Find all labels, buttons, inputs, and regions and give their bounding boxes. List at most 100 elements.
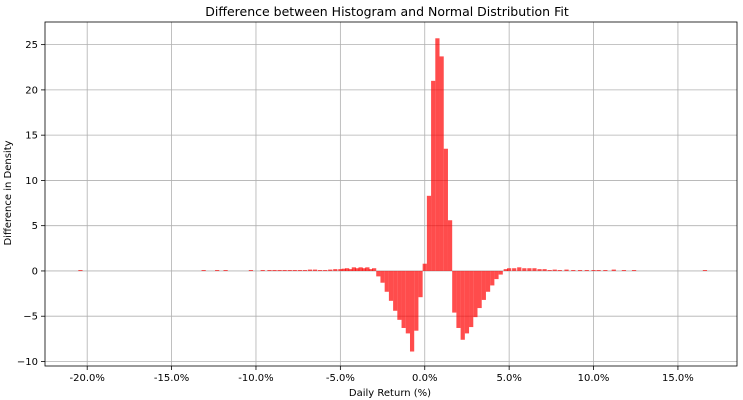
x-tick-label: 15.0% [662,373,694,384]
y-tick-label: 20 [25,85,38,96]
y-tick-label: 10 [25,176,38,187]
histogram-bar [282,270,287,271]
x-tick-label: 10.0% [578,373,610,384]
y-tick-label: 25 [25,40,38,51]
histogram-bar [422,263,427,271]
histogram-bar [621,270,627,271]
histogram-bar [603,270,608,271]
histogram-bar [358,267,363,271]
histogram-bar [537,269,542,271]
histogram-bar [564,269,569,271]
histogram-bar [584,270,589,271]
histogram-bar [388,270,394,301]
histogram-bar [312,269,318,271]
histogram-bar [490,270,495,286]
histogram-bar [477,270,482,309]
histogram-bar [431,80,436,271]
grid [45,22,737,366]
histogram-bar [397,270,402,320]
y-tick-label: 0 [32,266,38,277]
histogram-bar [302,270,308,271]
plot-frame [44,21,738,367]
histogram-bar [460,270,465,340]
histogram-bar [426,195,432,271]
histogram-bar [485,270,491,292]
histogram-bar [469,270,474,328]
histogram-bar [297,270,302,271]
histogram-bar [223,270,228,271]
histogram-bar [361,268,367,271]
histogram-bar [345,268,350,271]
histogram-bar [596,270,601,271]
histogram-bar [287,270,292,271]
histogram-bar [498,270,503,275]
x-tick-label: 5.0% [496,373,521,384]
y-axis: −10 −5 0 5 10 15 20 25 [17,40,45,368]
histogram-bar [405,270,410,334]
histogram-bar [512,268,517,271]
x-tick-label: -20.0% [69,373,104,384]
histogram-bar [532,268,537,271]
histogram-bar [355,268,360,271]
histogram-bar [418,270,423,298]
histogram-bar [435,38,440,271]
x-tick-label: 0.0% [412,373,437,384]
histogram-bar [473,270,478,318]
chart-title: Difference between Histogram and Normal … [205,4,569,19]
histogram-bar [507,268,512,271]
y-tick-label: 15 [25,131,38,142]
histogram-bar [384,270,389,292]
histogram-bar [368,269,373,271]
histogram-bar [571,270,576,271]
histogram-bar [542,269,547,271]
histogram-bar [393,270,398,311]
histogram-bar [414,270,419,331]
histogram-bar [591,270,596,271]
histogram-bar [439,56,444,271]
histogram-bar [307,269,313,271]
histogram-bar [372,268,377,271]
histogram-bar [215,270,220,271]
bars [78,38,708,352]
histogram-bar [447,220,453,271]
histogram-bar [260,270,265,271]
x-tick-label: -5.0% [326,373,355,384]
histogram-bar [338,269,343,271]
histogram-bar [409,270,415,352]
histogram-bar [577,270,583,271]
histogram-bar [267,270,272,271]
histogram-bar [552,269,557,271]
x-tick-label: -15.0% [154,373,189,384]
histogram-bar [522,268,527,271]
histogram-bar [292,270,297,271]
histogram-bar [201,270,206,271]
histogram-bar [318,270,323,271]
histogram-bar [272,270,277,271]
histogram-bar [631,270,637,271]
histogram-bar [348,269,353,271]
histogram-bar [277,270,282,271]
histogram-bar [401,270,406,328]
x-tick-label: -10.0% [238,373,273,384]
histogram-bar [333,269,338,271]
x-axis: -20.0% -15.0% -10.0% -5.0% 0.0% 5.0% 10.0% 15.0… [69,366,694,384]
y-tick-label: −10 [17,357,38,368]
y-axis-label: Difference in Density [3,140,14,245]
histogram-bar [503,269,508,271]
histogram-bar [376,270,381,277]
histogram-bar [481,270,486,300]
histogram-bar [443,148,448,271]
x-axis-label: Daily Return (%) [349,388,431,399]
histogram-bar [702,270,708,271]
histogram-bar [547,270,552,271]
histogram-bar [456,270,461,328]
histogram-bar [380,270,385,283]
y-tick-label: −5 [23,312,38,323]
histogram-bar [527,268,532,271]
histogram-bar [557,270,562,271]
histogram-bar [464,270,470,334]
histogram-bar [365,267,370,271]
y-tick-label: 5 [32,221,38,232]
histogram-bar [341,268,346,271]
